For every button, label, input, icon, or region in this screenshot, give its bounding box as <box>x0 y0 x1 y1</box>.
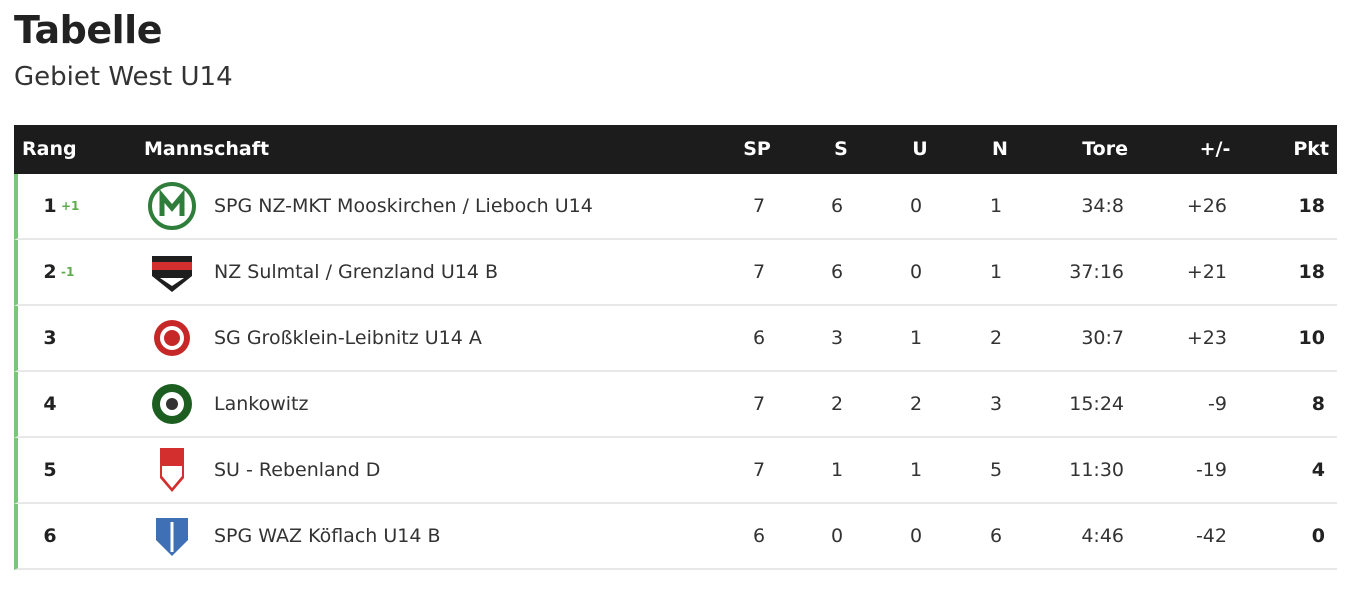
column-header: Tore <box>1082 138 1128 160</box>
cell-tore: 11:30 <box>1069 459 1124 481</box>
team-logo <box>156 518 188 556</box>
table-header: Rang Mannschaft SP S U N Tore +/- Pkt <box>14 125 1337 174</box>
cell-tore: 4:46 <box>1081 525 1124 547</box>
cell-sp: 7 <box>752 261 766 283</box>
column-header: N <box>992 138 1008 160</box>
table-row: 4 Lankowitz 7 2 2 3 15:24 -9 8 <box>14 372 1337 438</box>
team-name: NZ Sulmtal / Grenzland U14 B <box>214 261 499 283</box>
cell-u: 0 <box>909 525 923 547</box>
cell-diff: +23 <box>1186 327 1227 349</box>
column-header: Mannschaft <box>144 138 270 160</box>
team-logo <box>152 256 192 292</box>
cell-sp: 7 <box>752 459 766 481</box>
cell-pkt: 18 <box>1298 261 1325 283</box>
team-name: SG Großklein-Leibnitz U14 A <box>214 327 482 349</box>
table-row: 1 +1 SPG NZ-MKT Mooskirchen / Lieboch U14 7… <box>14 174 1337 240</box>
cell-rank: 5 <box>43 459 57 481</box>
cell-tore: 15:24 <box>1069 393 1124 415</box>
cell-n: 1 <box>989 195 1003 217</box>
column-header: Rang <box>22 138 77 160</box>
cell-sp: 6 <box>752 525 766 547</box>
cell-u: 0 <box>909 261 923 283</box>
cell-s: 2 <box>830 393 844 415</box>
cell-n: 5 <box>989 459 1003 481</box>
column-header: SP <box>743 138 771 160</box>
cell-diff: -19 <box>1195 459 1227 481</box>
column-header: S <box>834 138 848 160</box>
team-name: SPG NZ-MKT Mooskirchen / Lieboch U14 <box>214 195 593 217</box>
column-header: Pkt <box>1293 138 1329 160</box>
cell-n: 2 <box>989 327 1003 349</box>
page-subtitle: Gebiet West U14 <box>14 62 233 92</box>
cell-rank: 2 <box>43 261 57 283</box>
cell-pkt: 0 <box>1311 525 1325 547</box>
column-header: U <box>912 138 928 160</box>
team-name: SPG WAZ Köflach U14 B <box>214 525 441 547</box>
team-logo <box>148 182 196 230</box>
cell-pkt: 10 <box>1298 327 1325 349</box>
cell-trend: -1 <box>61 265 75 279</box>
cell-pkt: 18 <box>1298 195 1325 217</box>
cell-u: 1 <box>909 327 923 349</box>
cell-s: 1 <box>830 459 844 481</box>
cell-diff: +21 <box>1186 261 1227 283</box>
cell-n: 3 <box>989 393 1003 415</box>
cell-trend: +1 <box>61 199 80 213</box>
cell-pkt: 4 <box>1311 459 1325 481</box>
table-row: 5 SU - Rebenland D 7 1 1 5 11:30 -19 4 <box>14 438 1337 504</box>
cell-s: 6 <box>830 261 844 283</box>
table-row: 6 SPG WAZ Köflach U14 B 6 0 0 6 4:46 -42 0 <box>14 504 1337 570</box>
team-logo <box>152 384 192 424</box>
team-logo <box>154 320 190 356</box>
cell-u: 0 <box>909 195 923 217</box>
cell-sp: 7 <box>752 393 766 415</box>
team-logo <box>160 448 184 492</box>
column-header: +/- <box>1199 138 1231 160</box>
cell-s: 3 <box>830 327 844 349</box>
cell-rank: 4 <box>43 393 57 415</box>
team-name: SU - Rebenland D <box>214 459 381 481</box>
cell-n: 6 <box>989 525 1003 547</box>
cell-diff: +26 <box>1186 195 1227 217</box>
cell-pkt: 8 <box>1311 393 1325 415</box>
cell-n: 1 <box>989 261 1003 283</box>
cell-rank: 1 <box>43 195 57 217</box>
cell-tore: 30:7 <box>1081 327 1124 349</box>
cell-u: 1 <box>909 459 923 481</box>
cell-sp: 6 <box>752 327 766 349</box>
team-name: Lankowitz <box>214 393 309 415</box>
cell-sp: 7 <box>752 195 766 217</box>
cell-tore: 34:8 <box>1081 195 1124 217</box>
cell-rank: 3 <box>43 327 57 349</box>
page-title: Tabelle <box>14 8 162 52</box>
cell-diff: -42 <box>1195 525 1227 547</box>
cell-s: 6 <box>830 195 844 217</box>
cell-tore: 37:16 <box>1069 261 1124 283</box>
cell-u: 2 <box>909 393 923 415</box>
cell-s: 0 <box>830 525 844 547</box>
table-row: 2 -1 NZ Sulmtal / Grenzland U14 B 7 6 0 1 37:16… <box>14 240 1337 306</box>
cell-diff: -9 <box>1208 393 1227 415</box>
cell-rank: 6 <box>43 525 57 547</box>
table-row: 3 SG Großklein-Leibnitz U14 A 6 3 1 2 30:7 +23 1… <box>14 306 1337 372</box>
